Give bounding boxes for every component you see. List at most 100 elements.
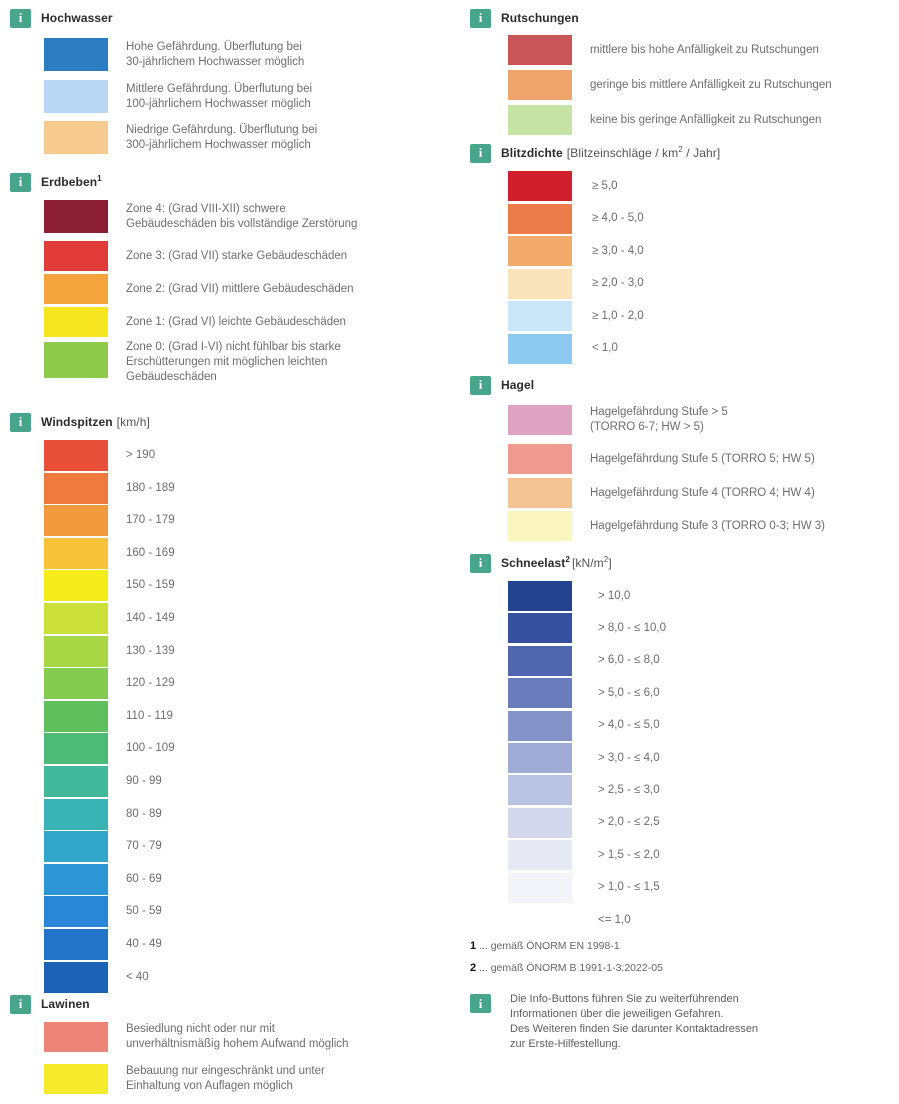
- color-swatch: [508, 171, 572, 201]
- info-button-lawinen[interactable]: i: [10, 994, 31, 1014]
- legend-item: 100 - 109: [44, 733, 175, 765]
- color-swatch: [44, 961, 108, 993]
- legend-label: mittlere bis hohe Anfälligkeit zu Rutsch…: [590, 43, 819, 56]
- section-header: i Erdbeben1: [10, 172, 102, 192]
- color-swatch: [44, 274, 108, 304]
- info-note-text: Die Info-Buttons führen Sie zu weiterfüh…: [510, 993, 759, 1050]
- legend-item: > 10,0: [508, 581, 630, 611]
- legend-item: > 8,0 - ≤ 10,0: [508, 613, 666, 644]
- section-header: i Hochwasser: [10, 8, 113, 28]
- color-swatch: [508, 333, 572, 364]
- color-swatch: [508, 645, 572, 676]
- legend-label: 80 - 89: [126, 807, 162, 820]
- legend-item: > 5,0 - ≤ 6,0: [508, 678, 660, 709]
- color-swatch: [44, 342, 108, 378]
- legend-label: Zone 0: (Grad I-VI) nicht fühlbar bis st…: [126, 341, 341, 383]
- legend-label: > 6,0 - ≤ 8,0: [598, 654, 660, 667]
- legend-label: ≥ 1,0 - 2,0: [592, 309, 644, 322]
- legend-item: 40 - 49: [44, 929, 162, 960]
- legend-item: <= 1,0: [508, 905, 631, 935]
- legend-label: Niedrige Gefährdung. Überflutung bei 300…: [126, 123, 318, 151]
- section-title: Lawinen: [41, 997, 90, 1011]
- color-swatch: [44, 1022, 108, 1052]
- legend-label: 60 - 69: [126, 872, 162, 885]
- section-header: i Windspitzen [km/h]: [10, 412, 150, 432]
- section-header: i Lawinen: [10, 994, 90, 1014]
- info-button-erdbeben[interactable]: i: [10, 172, 31, 192]
- legend-label: Hagelgefährdung Stufe 4 (TORRO 4; HW 4): [590, 486, 815, 499]
- color-swatch: [44, 733, 108, 765]
- legend-item: 160 - 169: [44, 537, 175, 569]
- color-swatch: [44, 766, 108, 797]
- legend-item: Zone 0: (Grad I-VI) nicht fühlbar bis st…: [44, 340, 341, 385]
- color-swatch: [44, 700, 108, 732]
- legend-label: < 1,0: [592, 342, 618, 354]
- legend-item: Zone 3: (Grad VII) starke Gebäudeschäden: [44, 241, 347, 271]
- section-title: Blitzdichte [Blitzeinschläge / km2 / Jahr…: [501, 145, 721, 161]
- color-swatch: [508, 775, 572, 806]
- color-swatch: [44, 668, 108, 700]
- info-button-hagel[interactable]: i: [470, 375, 491, 395]
- color-swatch: [508, 743, 572, 773]
- legend-item: > 3,0 - ≤ 4,0: [508, 743, 660, 773]
- legend-label: Zone 4: (Grad VIII-XII) schwere Gebäudes…: [126, 202, 358, 230]
- legend-label: 50 - 59: [126, 905, 162, 918]
- info-button-blitzdichte[interactable]: i: [470, 143, 491, 163]
- legend-label: ≥ 3,0 - 4,0: [592, 244, 644, 257]
- section-title: Hagel: [501, 378, 535, 392]
- legend-item: 90 - 99: [44, 766, 162, 797]
- color-swatch: [44, 798, 108, 830]
- color-swatch: [44, 863, 108, 895]
- color-swatch: [508, 444, 572, 474]
- legend-item: < 40: [44, 961, 149, 993]
- legend-label: 180 - 189: [126, 481, 175, 494]
- color-swatch: [44, 896, 108, 928]
- legend-item: 60 - 69: [44, 863, 162, 895]
- legend-item: 70 - 79: [44, 831, 162, 863]
- legend-label: 120 - 129: [126, 677, 175, 690]
- legend-label: geringe bis mittlere Anfälligkeit zu Rut…: [590, 78, 832, 91]
- color-swatch: [508, 511, 572, 541]
- legend-item: ≥ 3,0 - 4,0: [508, 236, 644, 266]
- color-swatch: [508, 236, 572, 266]
- section-title: Erdbeben1: [41, 174, 102, 190]
- legend-label: ≥ 5,0: [592, 179, 618, 192]
- legend-label: ≥ 2,0 - 3,0: [592, 277, 644, 289]
- section-header: i Schneelast2 [kN/m2]: [470, 553, 612, 573]
- legend-label: Hagelgefährdung Stufe 3 (TORRO 0-3; HW 3…: [590, 519, 826, 532]
- info-button-hochwasser[interactable]: i: [10, 8, 31, 28]
- legend-item: geringe bis mittlere Anfälligkeit zu Rut…: [508, 70, 832, 100]
- section-title: Hochwasser: [41, 11, 113, 25]
- legend-label: > 2,0 - ≤ 2,5: [598, 816, 660, 829]
- legend-item: ≥ 5,0: [508, 171, 618, 201]
- legend-label: Hagelgefährdung Stufe 5 (TORRO 5; HW 5): [590, 452, 815, 465]
- color-swatch: [508, 678, 572, 709]
- info-button-note[interactable]: i: [470, 994, 491, 1013]
- section-header: i Rutschungen: [470, 8, 579, 28]
- color-swatch: [44, 929, 108, 960]
- legend-label: 100 - 109: [126, 742, 175, 755]
- color-swatch: [44, 241, 108, 271]
- color-swatch: [508, 405, 572, 435]
- color-swatch: [44, 80, 108, 113]
- legend-item: > 6,0 - ≤ 8,0: [508, 645, 660, 676]
- footnote-2: 2 ... gemäß ÖNORM B 1991-1-3:2022-05: [470, 962, 663, 974]
- legend-item: Besiedlung nicht oder nur mit unverhältn…: [44, 1022, 348, 1052]
- color-swatch: [508, 268, 572, 299]
- color-swatch: [508, 905, 572, 935]
- legend-item: Hohe Gefährdung. Überflutung bei 30-jähr…: [44, 38, 304, 71]
- info-button-rutschungen[interactable]: i: [470, 8, 491, 28]
- info-button-windspitzen[interactable]: i: [10, 412, 31, 432]
- legend-label: 40 - 49: [126, 938, 162, 950]
- legend-label: 70 - 79: [126, 840, 162, 853]
- legend-label: Zone 1: (Grad VI) leichte Gebäudeschäden: [126, 315, 346, 328]
- legend-item: > 4,0 - ≤ 5,0: [508, 710, 660, 741]
- info-button-schneelast[interactable]: i: [470, 553, 491, 573]
- legend-item: ≥ 4,0 - 5,0: [508, 203, 644, 234]
- legend-label: > 190: [126, 449, 156, 461]
- color-swatch: [44, 831, 108, 863]
- legend-item: 170 - 179: [44, 505, 175, 537]
- color-swatch: [508, 203, 572, 234]
- legend-item: 140 - 149: [44, 603, 175, 634]
- legend-item: < 1,0: [508, 333, 618, 364]
